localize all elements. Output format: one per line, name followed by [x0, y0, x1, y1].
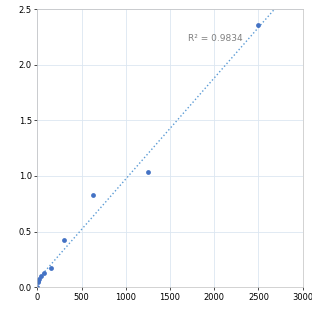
- Point: [37, 277, 41, 282]
- Point: [36, 278, 41, 283]
- Point: [41, 270, 46, 275]
- Point: [35, 284, 40, 289]
- Point: [38, 273, 43, 278]
- Point: [61, 238, 66, 243]
- Text: R² = 0.9834: R² = 0.9834: [188, 34, 242, 43]
- Point: [90, 193, 95, 197]
- Point: [35, 280, 40, 285]
- Point: [48, 265, 53, 270]
- Point: [256, 22, 261, 27]
- Point: [145, 169, 150, 174]
